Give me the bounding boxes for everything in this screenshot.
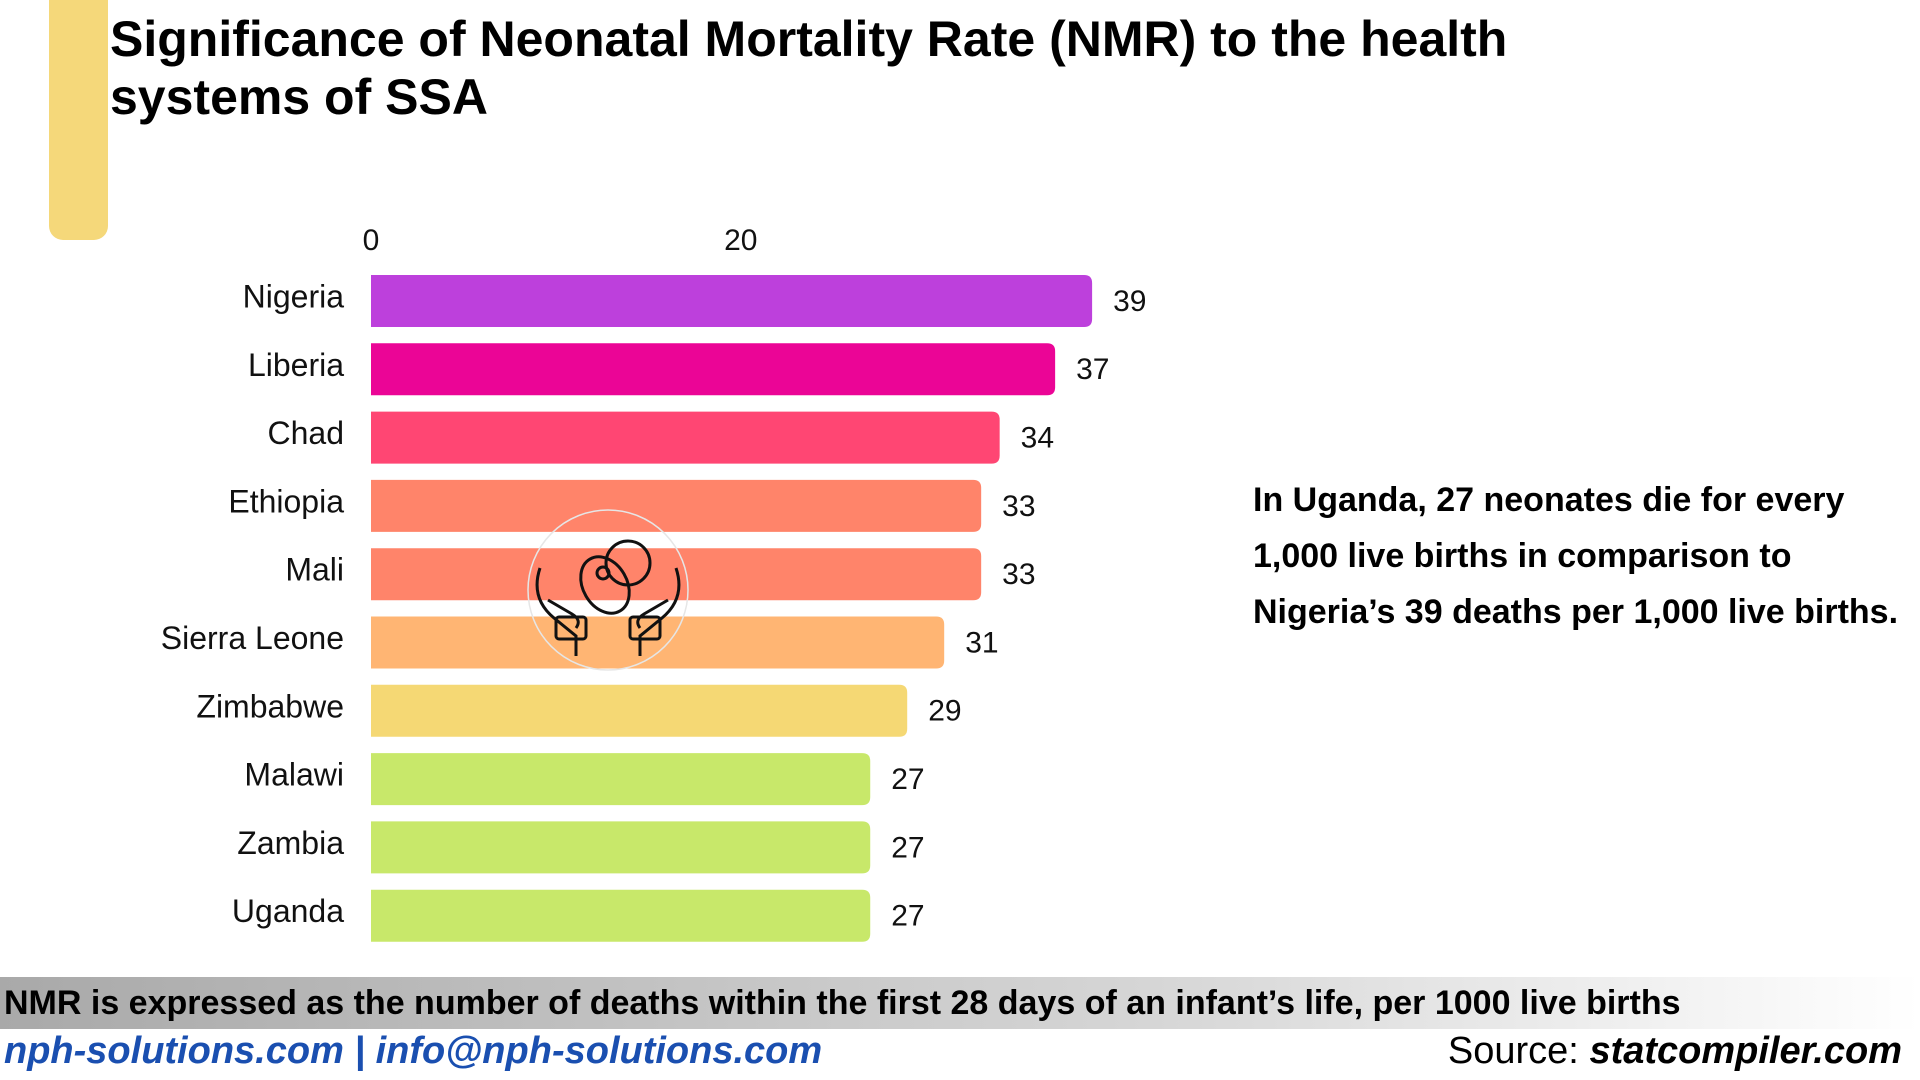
source-name: statcompiler.com (1589, 1030, 1902, 1072)
footnote: NMR is expressed as the number of deaths… (0, 977, 1920, 1029)
value-label: 29 (928, 695, 961, 728)
y-tick-label: Ethiopia (228, 483, 344, 519)
y-tick-label: Chad (268, 415, 345, 451)
value-label: 34 (1021, 422, 1054, 455)
accent-bar (49, 0, 108, 240)
y-tick-label: Sierra Leone (161, 620, 344, 656)
bar (371, 684, 908, 737)
bar (371, 616, 945, 669)
y-tick-label: Zimbabwe (196, 688, 344, 724)
value-label: 27 (891, 763, 924, 796)
bar (371, 753, 871, 806)
y-tick-label: Malawi (244, 757, 344, 793)
chart-title: Significance of Neonatal Mortality Rate … (110, 11, 1508, 125)
bar (371, 548, 982, 601)
bar (371, 889, 871, 942)
y-tick-label: Uganda (232, 893, 344, 929)
source: Source: statcompiler.com (1448, 1030, 1902, 1073)
bar (371, 343, 1056, 396)
bar (371, 275, 1093, 327)
contact: nph-solutions.com | info@nph-solutions.c… (4, 1030, 823, 1072)
value-label: 37 (1076, 353, 1109, 386)
y-tick-label: Mali (285, 552, 344, 588)
x-tick-label: 0 (363, 224, 380, 257)
annotation: In Uganda, 27 neonates die for every 1,0… (1253, 481, 1899, 631)
x-tick-label: 20 (724, 224, 757, 257)
bar (371, 411, 1000, 464)
y-tick-label: Liberia (248, 347, 344, 383)
value-label: 31 (965, 626, 998, 659)
value-label: 33 (1002, 490, 1035, 523)
icon (527, 509, 689, 671)
value-label: 27 (891, 831, 924, 864)
value-label: 33 (1002, 558, 1035, 591)
value-label: 39 (1113, 285, 1146, 318)
source-label: Source: (1447, 1030, 1579, 1072)
bar (371, 479, 982, 532)
y-tick-label: Zambia (237, 825, 344, 861)
value-label: 27 (891, 900, 924, 933)
bar (371, 821, 871, 874)
y-tick-label: Nigeria (243, 278, 345, 314)
